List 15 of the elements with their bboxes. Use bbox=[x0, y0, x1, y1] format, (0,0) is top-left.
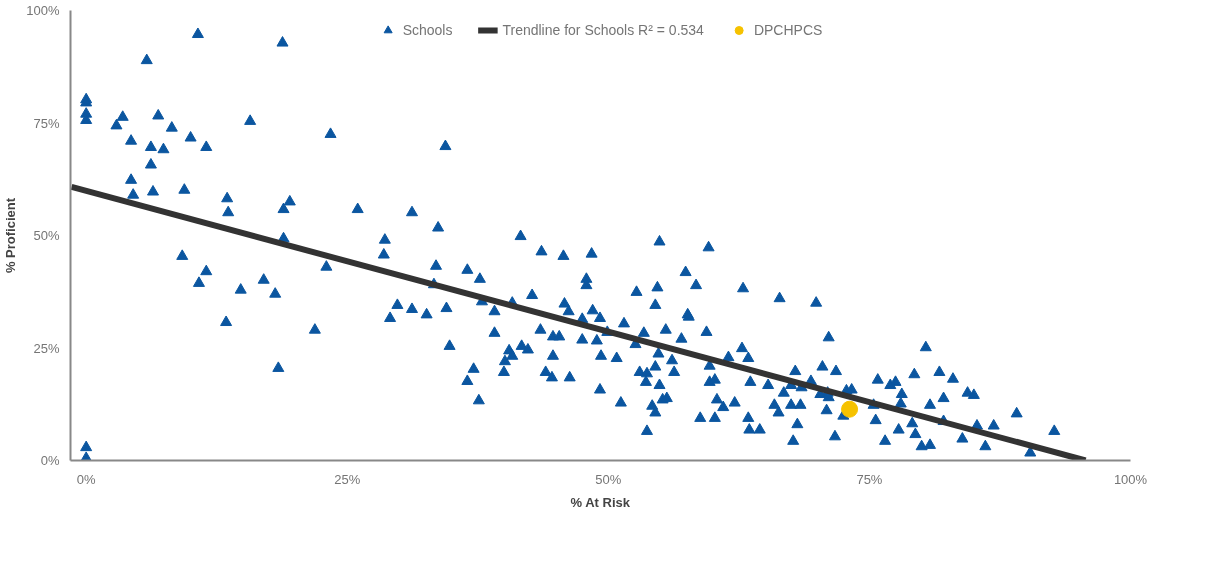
legend-label: Trendline for Schools R² = 0.534 bbox=[502, 22, 704, 38]
y-tick-label: 100% bbox=[26, 3, 60, 18]
x-tick-label: 100% bbox=[1113, 471, 1148, 487]
x-axis-title: % At Risk bbox=[570, 494, 631, 510]
x-tick-label: 25% bbox=[334, 471, 361, 487]
y-axis-title: % Proficient bbox=[3, 197, 19, 274]
y-tick-label: 0% bbox=[40, 453, 60, 468]
x-tick-label: 50% bbox=[595, 471, 622, 487]
x-tick-label: 75% bbox=[856, 471, 883, 487]
y-tick-label: 75% bbox=[33, 115, 60, 131]
x-tick-label: 0% bbox=[76, 471, 96, 487]
y-tick-label: 25% bbox=[33, 340, 60, 356]
legend-label: DPCHPCS bbox=[753, 22, 823, 38]
y-tick-label: 50% bbox=[33, 228, 60, 243]
legend-label: Schools bbox=[402, 22, 453, 38]
